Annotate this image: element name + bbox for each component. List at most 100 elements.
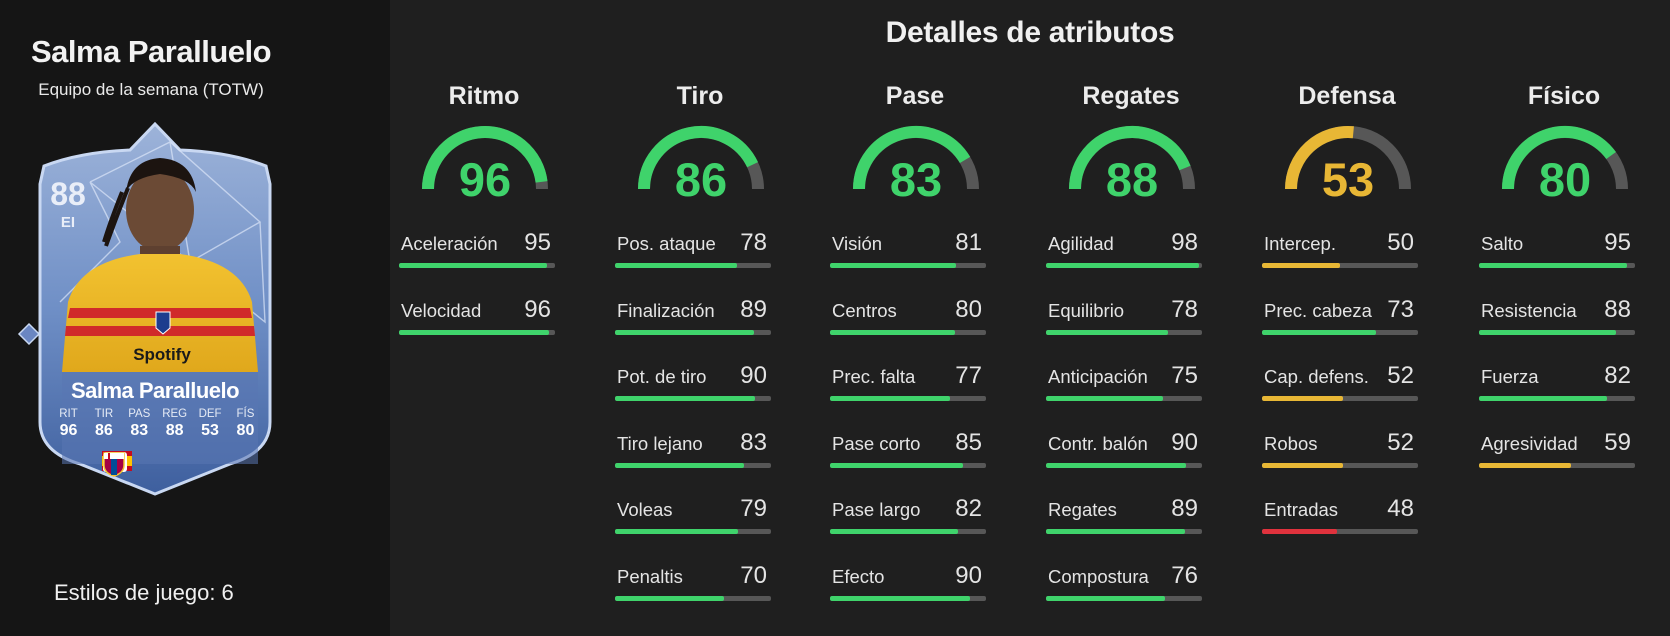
player-name: Salma Paralluelo (30, 34, 272, 69)
attribute-row[interactable]: Regates 89 (1046, 495, 1206, 539)
category-rating: 96 (458, 153, 512, 206)
attribute-bar-fill (1262, 529, 1337, 534)
player-card-type: Equipo de la semana (TOTW) (38, 80, 264, 99)
attribute-row[interactable]: Finalización 89 (615, 296, 775, 340)
attribute-value: 48 (1387, 495, 1414, 522)
attribute-row[interactable]: Efecto 90 (830, 562, 990, 606)
attribute-row[interactable]: Tiro lejano 83 (615, 429, 775, 473)
attribute-bar-fill (1046, 396, 1163, 401)
attribute-bar-fill (615, 596, 725, 601)
attribute-row[interactable]: Prec. falta 77 (830, 362, 990, 406)
category-gauge (1069, 126, 1195, 190)
gauge-fill (638, 126, 759, 190)
attribute-row[interactable]: Salto 95 (1479, 229, 1639, 273)
attribute-value: 50 (1387, 229, 1414, 256)
attribute-name: Compostura (1048, 566, 1149, 587)
attribute-bar-fill (1262, 396, 1344, 401)
attribute-value: 89 (740, 296, 767, 323)
attribute-value: 80 (955, 296, 982, 323)
category-name: Pase (885, 82, 945, 110)
attribute-name: Resistencia (1481, 300, 1577, 321)
attribute-row[interactable]: Pase corto 85 (830, 429, 990, 473)
attribute-row[interactable]: Cap. defens. 52 (1262, 362, 1422, 406)
attribute-name: Robos (1264, 433, 1318, 454)
card-stat-label: RIT (59, 408, 78, 420)
card-stat: REG 88 (158, 408, 191, 440)
attribute-bar-fill (830, 330, 955, 335)
card-stat-label: REG (162, 408, 188, 420)
card-player-name: Salma Paralluelo (70, 378, 240, 403)
attribute-row[interactable]: Aceleración 95 (399, 229, 559, 273)
attribute-bar-fill (615, 396, 756, 401)
attribute-bar (1046, 529, 1202, 534)
attribute-row[interactable]: Equilibrio 78 (1046, 296, 1206, 340)
attribute-row[interactable]: Pase largo 82 (830, 495, 990, 539)
attribute-name: Pase largo (832, 499, 921, 520)
attribute-row[interactable]: Pos. ataque 78 (615, 229, 775, 273)
attribute-bar-fill (830, 463, 963, 468)
attribute-row[interactable]: Contr. balón 90 (1046, 429, 1206, 473)
section-title: Detalles de atributos (885, 16, 1175, 49)
attribute-bar (1046, 330, 1202, 335)
category-gauge (1285, 126, 1411, 190)
attribute-name: Agilidad (1048, 233, 1114, 254)
attribute-row[interactable]: Visión 81 (830, 229, 990, 273)
attribute-bar (1262, 330, 1418, 335)
attribute-bar-fill (1479, 396, 1607, 401)
attribute-row[interactable]: Prec. cabeza 73 (1262, 296, 1422, 340)
attribute-name: Contr. balón (1048, 433, 1148, 454)
attribute-row[interactable]: Pot. de tiro 90 (615, 362, 775, 406)
category-rating: 86 (674, 153, 728, 206)
attribute-value: 79 (740, 495, 767, 522)
gauge-fill (853, 126, 971, 190)
category-rating: 80 (1538, 153, 1592, 206)
attribute-bar (615, 330, 771, 335)
attribute-row[interactable]: Robos 52 (1262, 429, 1422, 473)
card-background: Spotify (38, 122, 272, 496)
attribute-name: Centros (832, 300, 897, 321)
attribute-bar (1046, 396, 1202, 401)
attribute-bar (399, 330, 555, 335)
attribute-bar (830, 463, 986, 468)
attribute-bar-fill (830, 596, 971, 601)
attribute-row[interactable]: Entradas 48 (1262, 495, 1422, 539)
attribute-bar-fill (399, 330, 549, 335)
attribute-row[interactable]: Fuerza 82 (1479, 362, 1639, 406)
category-name: Regates (1082, 82, 1180, 110)
attribute-row[interactable]: Agresividad 59 (1479, 429, 1639, 473)
category-rating: 83 (889, 153, 943, 206)
card-stat: FÍS 80 (229, 408, 262, 440)
attribute-bar-fill (1262, 463, 1344, 468)
attribute-row[interactable]: Centros 80 (830, 296, 990, 340)
attribute-name: Agresividad (1481, 433, 1578, 454)
category-rating: 53 (1321, 153, 1375, 206)
category-name: Defensa (1298, 82, 1396, 110)
attribute-bar (615, 396, 771, 401)
attribute-row[interactable]: Agilidad 98 (1046, 229, 1206, 273)
attribute-row[interactable]: Intercep. 50 (1262, 229, 1422, 273)
attribute-bar-fill (1046, 330, 1168, 335)
attribute-row[interactable]: Voleas 79 (615, 495, 775, 539)
attribute-name: Penaltis (617, 566, 683, 587)
attribute-row[interactable]: Resistencia 88 (1479, 296, 1639, 340)
attribute-bar (1262, 263, 1418, 268)
attribute-bar (1262, 463, 1418, 468)
attribute-bar (1479, 330, 1635, 335)
attribute-name: Pot. de tiro (617, 366, 707, 387)
playstyles-count[interactable]: Estilos de juego: 6 (54, 580, 234, 605)
attribute-name: Cap. defens. (1264, 366, 1369, 387)
attribute-name: Aceleración (401, 233, 498, 254)
attribute-value: 77 (955, 362, 982, 389)
attribute-value: 81 (955, 229, 982, 256)
attribute-name: Velocidad (401, 300, 482, 321)
attribute-value: 70 (740, 562, 767, 589)
attribute-name: Regates (1048, 499, 1117, 520)
attribute-row[interactable]: Penaltis 70 (615, 562, 775, 606)
attribute-row[interactable]: Anticipación 75 (1046, 362, 1206, 406)
attribute-row[interactable]: Compostura 76 (1046, 562, 1206, 606)
card-stat-label: FÍS (236, 408, 255, 420)
attribute-name: Efecto (832, 566, 885, 587)
attribute-row[interactable]: Velocidad 96 (399, 296, 559, 340)
player-card[interactable]: Spotify 88 EI Salma Paralluelo RIT 96 TIR… (30, 122, 280, 496)
attribute-value: 52 (1387, 362, 1414, 389)
